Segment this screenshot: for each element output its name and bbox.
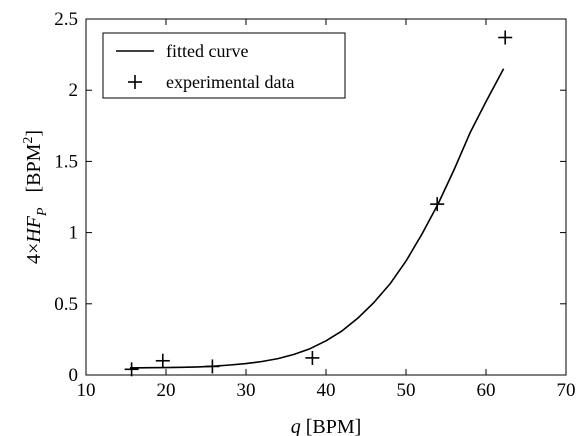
legend-label-fitted-curve: fitted curve — [166, 41, 248, 61]
y-axis-unit: [BPM — [23, 143, 45, 192]
x-axis-unit: [BPM] — [301, 416, 362, 436]
data-point-marker — [498, 30, 513, 45]
series-layer — [124, 30, 513, 377]
legend: fitted curve experimental data — [102, 32, 346, 99]
x-tick-label: 20 — [157, 380, 176, 401]
x-tick-label: 70 — [557, 380, 576, 401]
y-axis-prefix: 4× — [23, 243, 45, 264]
y-axis-label: 4×HFP [BPM2] — [21, 130, 50, 264]
y-tick-label: 1 — [69, 223, 79, 244]
data-point-marker — [205, 359, 220, 374]
x-tick-label: 40 — [317, 380, 336, 401]
x-axis-symbol: q — [291, 416, 301, 436]
legend-label-experimental-data: experimental data — [166, 72, 294, 92]
data-point-marker — [155, 353, 170, 368]
y-axis-spacer — [23, 193, 45, 208]
y-axis-unit-close: ] — [23, 130, 45, 137]
ticks-layer: 10 20 30 40 50 60 70 0 0.5 1 1.5 2 2.5 — [54, 9, 575, 401]
x-tick-label: 10 — [77, 380, 96, 401]
fitted-curve-line — [129, 68, 505, 369]
x-tick-label: 50 — [397, 380, 416, 401]
data-point-marker — [305, 350, 320, 365]
y-tick-label: 2.5 — [54, 9, 78, 30]
y-axis-symbol: HF — [23, 215, 45, 243]
x-axis-label: q [BPM] — [291, 416, 362, 436]
y-tick-label: 1.5 — [54, 151, 78, 172]
x-tick-label: 60 — [477, 380, 496, 401]
data-point-marker — [124, 362, 139, 377]
y-axis-subscript: P — [35, 207, 50, 217]
x-tick-label: 30 — [237, 380, 256, 401]
y-tick-label: 0 — [69, 365, 79, 386]
legend-box — [102, 32, 346, 99]
y-tick-label: 0.5 — [54, 294, 78, 315]
y-axis-unit-superscript: 2 — [21, 137, 36, 144]
data-point-marker — [430, 197, 445, 212]
y-tick-label: 2 — [69, 80, 79, 101]
